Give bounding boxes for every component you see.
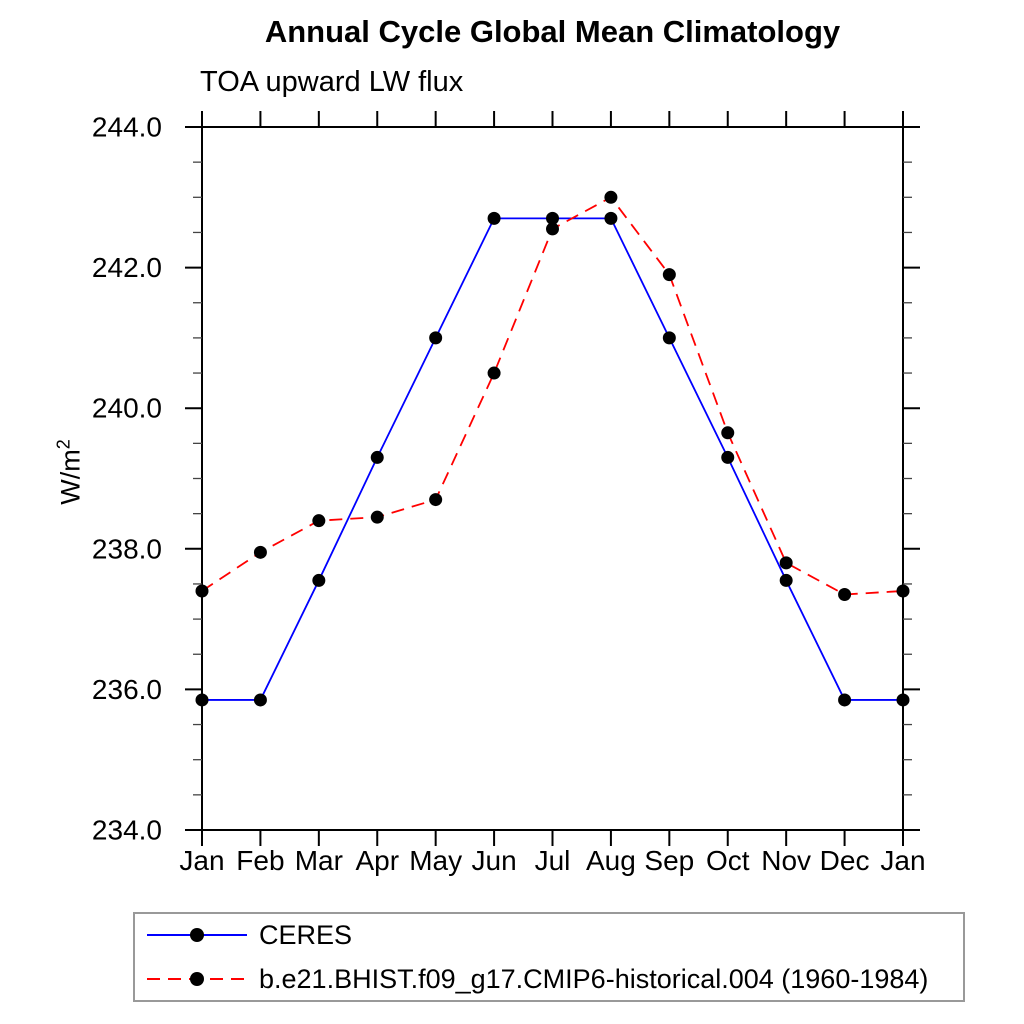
y-tick-label: 242.0	[92, 252, 162, 283]
data-point-model-Feb	[253, 545, 267, 559]
data-point-ceres-Jan	[896, 693, 910, 707]
data-point-model-Jul	[546, 222, 559, 236]
x-tick-label: Nov	[761, 845, 811, 876]
data-point-ceres-Aug	[604, 211, 618, 225]
data-point-ceres-Jan	[195, 693, 209, 707]
legend-label-model: b.e21.BHIST.f09_g17.CMIP6-historical.004…	[259, 963, 929, 994]
legend-label-ceres: CERES	[259, 919, 353, 950]
data-point-ceres-Oct	[721, 450, 735, 464]
legend-row-ceres: CERES	[135, 914, 963, 956]
x-tick-label: Mar	[295, 845, 343, 876]
data-point-ceres-Feb	[253, 693, 267, 707]
data-point-ceres-Mar	[312, 573, 326, 587]
data-point-ceres-Apr	[370, 450, 384, 464]
x-tick-label: Jul	[535, 845, 571, 876]
x-tick-label: Jan	[880, 845, 925, 876]
y-tick-label: 240.0	[92, 393, 162, 424]
data-point-ceres-Dec	[838, 693, 852, 707]
chart-title: Annual Cycle Global Mean Climatology	[264, 14, 841, 49]
data-point-model-Oct	[721, 426, 735, 440]
data-point-model-Nov	[779, 556, 793, 570]
y-tick-label: 238.0	[92, 533, 162, 564]
legend-box: CERES b.e21.BHIST.f09_g17.CMIP6-historic…	[133, 912, 965, 1002]
x-tick-label: Oct	[706, 845, 750, 876]
data-point-ceres-Nov	[779, 573, 793, 587]
x-tick-label: Dec	[820, 845, 870, 876]
x-tick-label: May	[409, 845, 462, 876]
legend-row-model: b.e21.BHIST.f09_g17.CMIP6-historical.004…	[135, 958, 963, 1000]
y-tick-label: 244.0	[92, 112, 162, 143]
data-point-model-Jun	[487, 366, 501, 380]
data-point-ceres-Jun	[487, 211, 501, 225]
data-point-model-May	[429, 493, 443, 507]
model-sample-marker	[190, 972, 204, 986]
x-tick-label: Aug	[586, 845, 636, 876]
y-tick-label: 236.0	[92, 674, 162, 705]
x-tick-label: Jan	[179, 845, 224, 876]
model-line-sample	[147, 972, 247, 986]
x-tick-label: Apr	[355, 845, 399, 876]
ceres-line-sample	[147, 928, 247, 942]
series-line-ceres	[202, 217, 903, 701]
data-point-model-Mar	[312, 514, 326, 528]
data-point-model-Jan	[896, 584, 910, 598]
data-point-model-Sep	[662, 268, 676, 282]
data-point-model-Dec	[838, 587, 852, 601]
x-tick-label: Jun	[472, 845, 517, 876]
data-point-ceres-Sep	[662, 331, 676, 345]
x-tick-label: Feb	[236, 845, 284, 876]
data-point-model-Apr	[370, 510, 384, 524]
x-tick-label: Sep	[644, 845, 694, 876]
data-point-ceres-Jul	[546, 211, 559, 225]
data-point-ceres-May	[429, 331, 443, 345]
data-point-model-Jan	[195, 584, 209, 598]
y-tick-label: 234.0	[92, 815, 162, 846]
data-point-model-Aug	[604, 190, 618, 204]
series-line-model	[201, 196, 904, 596]
chart-subtitle: TOA upward LW flux	[200, 66, 464, 98]
ceres-sample-marker	[190, 928, 204, 942]
